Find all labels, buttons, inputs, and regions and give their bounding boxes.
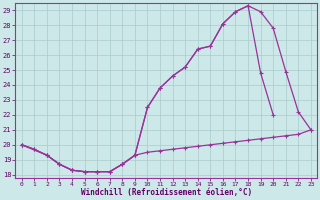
X-axis label: Windchill (Refroidissement éolien,°C): Windchill (Refroidissement éolien,°C) bbox=[81, 188, 252, 197]
